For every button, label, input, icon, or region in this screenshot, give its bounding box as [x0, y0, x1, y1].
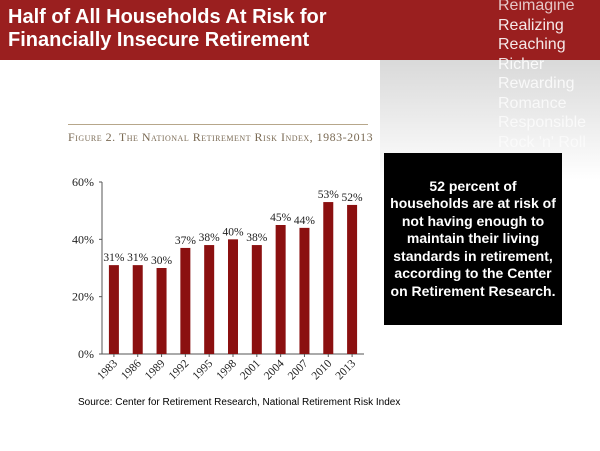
decorative-word: Rock 'n' Roll	[498, 133, 586, 151]
callout-box: 52 percent of households are at risk of …	[384, 153, 562, 325]
x-tick-label: 1992	[167, 357, 192, 382]
callout-text: 52 percent of households are at risk of …	[390, 177, 556, 299]
y-tick-label: 0%	[78, 347, 94, 361]
bar	[251, 245, 262, 354]
data-label: 31%	[103, 252, 125, 264]
bar	[323, 202, 334, 354]
bar	[347, 204, 358, 354]
decorative-word: Responsible	[498, 114, 587, 131]
decorative-word: Reimagine	[498, 0, 575, 14]
data-label: 30%	[151, 255, 173, 267]
x-tick-label: 2004	[262, 357, 287, 382]
decorative-word: Rewarding	[498, 75, 575, 92]
slide-title: Half of All Households At Risk for Finan…	[8, 6, 327, 51]
bar	[299, 227, 310, 354]
bar	[228, 239, 238, 354]
bar	[204, 245, 215, 354]
x-tick-label: 2013	[333, 357, 358, 382]
data-label: 38%	[246, 232, 268, 244]
title-band	[0, 0, 600, 60]
data-label: 31%	[127, 252, 148, 264]
x-tick-label: 1998	[214, 357, 239, 382]
source-note: Source: Center for Retirement Research, …	[78, 397, 401, 408]
bar	[180, 247, 191, 354]
data-label: 52%	[342, 192, 364, 204]
x-tick-label: 1983	[95, 357, 120, 382]
data-label: 40%	[222, 226, 244, 238]
data-label: 53%	[318, 189, 340, 201]
x-tick-label: 2010	[310, 357, 335, 382]
x-tick-label: 1995	[191, 357, 216, 382]
decorative-word: Richer	[498, 55, 545, 73]
data-label: 37%	[175, 235, 197, 247]
y-tick-label: 40%	[72, 232, 94, 246]
y-tick-label: 20%	[72, 290, 94, 304]
x-tick-label: 1986	[119, 357, 144, 382]
bar	[108, 265, 119, 354]
decorative-word: Realizing	[498, 16, 564, 34]
x-tick-label: 2001	[238, 357, 263, 382]
decorative-word: Reaching	[498, 36, 566, 53]
y-tick-label: 60%	[72, 175, 94, 189]
figure-title-rule	[68, 124, 368, 125]
x-tick-label: 1989	[143, 357, 168, 382]
decorative-word-list: Reimagine Realizing Reaching Richer Rewa…	[498, 0, 586, 152]
risk-index-bar-chart: 0%20%40%60% 31% 31% 30%37% 38% 40% 38%45% 44%5…	[72, 175, 364, 382]
bar	[156, 268, 167, 354]
decorative-word: Romance	[498, 94, 567, 112]
data-label: 44%	[294, 215, 316, 227]
data-label: 45%	[270, 212, 292, 224]
data-label: 38%	[199, 232, 221, 244]
bar	[275, 225, 286, 354]
figure-title: Figure 2. The National Retirement Risk I…	[68, 130, 374, 144]
bar	[132, 265, 143, 354]
x-tick-label: 2007	[286, 357, 311, 382]
